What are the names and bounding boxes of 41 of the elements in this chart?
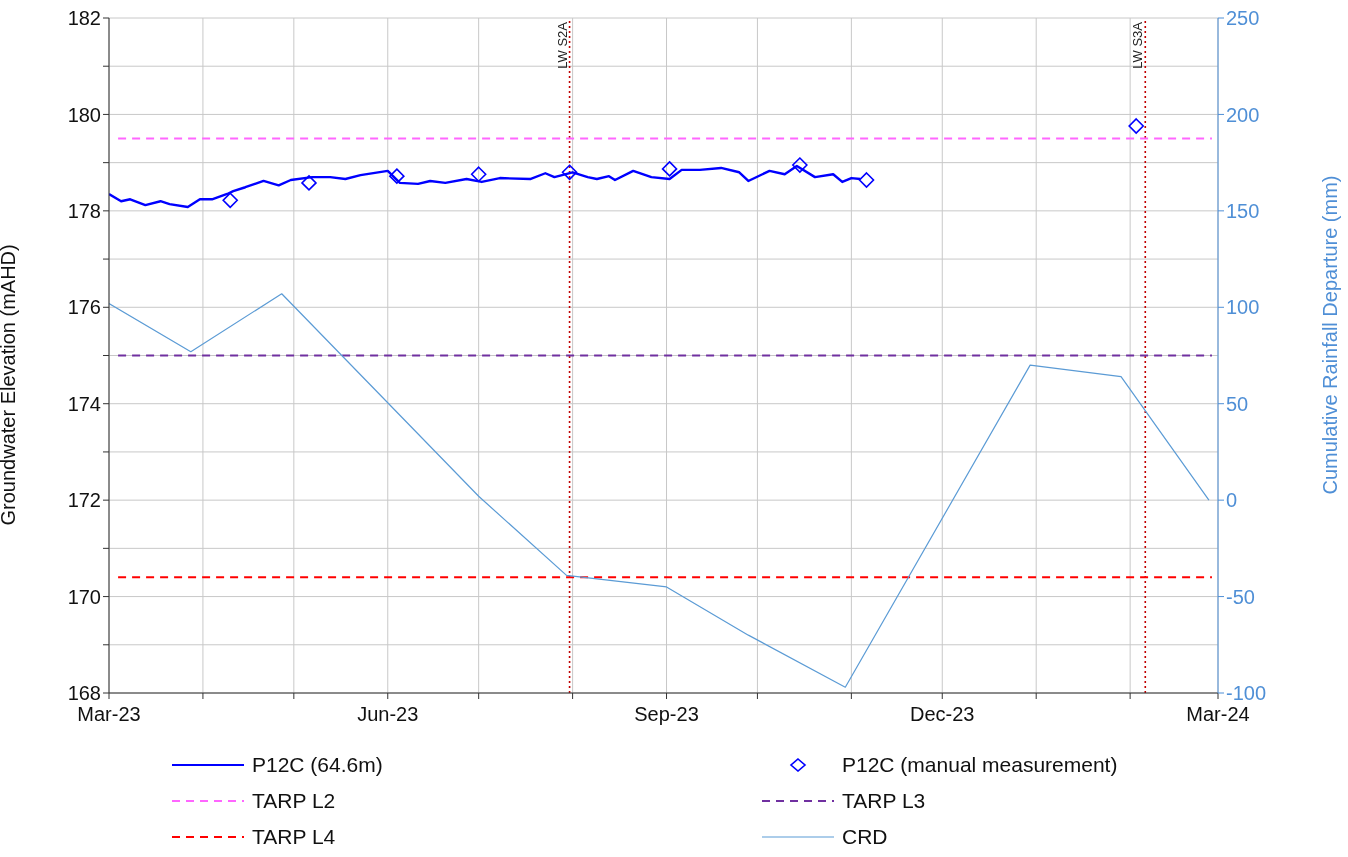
- y-tick-label: 180: [67, 103, 101, 126]
- point: [1128, 118, 1144, 134]
- legend-label: CRD: [842, 824, 888, 849]
- y2-tick-label: 200: [1226, 103, 1260, 126]
- point: [858, 172, 875, 188]
- x-tick-label: Jun-23: [357, 703, 419, 726]
- y2-axis-title: Cumulative Rainfall Departure (mm): [1319, 175, 1342, 495]
- y-tick-label: 172: [67, 489, 101, 512]
- legend-label: TARP L4: [252, 824, 336, 849]
- y2-tick-label: 0: [1226, 489, 1238, 512]
- y-tick-label: 176: [67, 296, 101, 319]
- y2-tick-label: 150: [1226, 199, 1260, 222]
- y2-tick-label: 50: [1226, 392, 1249, 415]
- x-tick-label: Sep-23: [634, 703, 699, 726]
- y-tick-label: 178: [67, 199, 101, 222]
- legend-label: P12C (manual measurement): [842, 752, 1118, 777]
- y2-tick-label: -50: [1226, 585, 1255, 608]
- legend-label: P12C (64.6m): [252, 752, 383, 777]
- line-series: [109, 293, 1210, 688]
- y2-tick-label: 250: [1226, 7, 1260, 30]
- y-tick-label: 170: [67, 585, 101, 608]
- x-tick-label: Mar-24: [1186, 703, 1250, 726]
- point: [389, 168, 405, 184]
- x-tick-label: Mar-23: [77, 703, 141, 726]
- legend-label: TARP L2: [252, 788, 336, 813]
- point: [792, 157, 808, 173]
- y-tick-label: 174: [67, 392, 101, 415]
- y2-tick-label: 100: [1226, 296, 1260, 319]
- point: [561, 164, 578, 181]
- y-tick-label: 182: [67, 7, 101, 30]
- y-axis-title: Groundwater Elevation (mAHD): [0, 244, 20, 526]
- ref-line-label: LW S3A: [1130, 21, 1146, 69]
- point: [222, 192, 238, 209]
- y2-tick-label: -100: [1226, 682, 1267, 705]
- point: [470, 166, 487, 183]
- legend-label: TARP L3: [842, 788, 926, 813]
- x-tick-label: Dec-23: [910, 703, 975, 726]
- y-tick-label: 168: [67, 682, 101, 705]
- point: [301, 175, 317, 191]
- point: [661, 161, 678, 177]
- ref-line-label: LW S2A: [554, 21, 570, 69]
